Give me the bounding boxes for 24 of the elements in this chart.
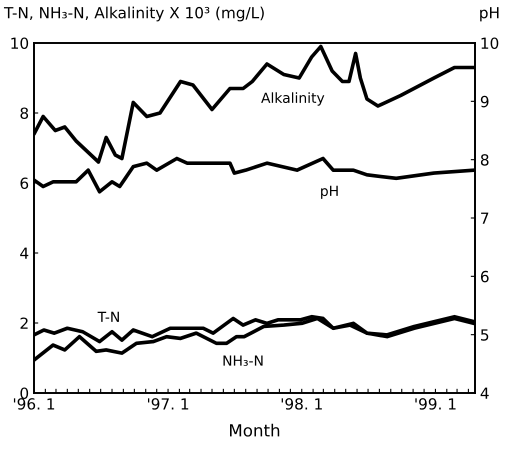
y-axis-title: T-N, NH₃-N, Alkalinity X 10³ (mg/L) <box>4 6 264 22</box>
series-label: NH₃-N <box>223 356 263 366</box>
y2-tick-label: 4 <box>480 388 489 399</box>
series-label: Alkalinity <box>261 92 324 106</box>
y-tick-label: 10 <box>11 37 28 50</box>
series-label: T-N <box>98 312 119 322</box>
y2-tick-label: 10 <box>482 37 498 50</box>
y2-tick-label: 9 <box>480 96 489 108</box>
y2-axis-title: pH <box>480 7 498 22</box>
y-tick-label: 4 <box>20 248 28 259</box>
y-tick-label: 0 <box>20 387 28 400</box>
x-tick-label: '98. 1 <box>282 398 322 410</box>
x-tick-label: '96. 1 <box>14 398 54 410</box>
x-axis-title: Month <box>230 424 280 437</box>
x-tick-label: '97. 1 <box>148 398 188 410</box>
series-label: pH <box>321 186 338 199</box>
y-tick-label: 8 <box>20 107 28 120</box>
y-tick-label: 2 <box>20 317 28 329</box>
y2-tick-label: 6 <box>480 270 489 282</box>
y2-tick-label: 8 <box>480 154 489 166</box>
y-tick-label: 6 <box>20 177 28 190</box>
y2-tick-label: 7 <box>481 212 488 224</box>
x-tick-label: '99. 1 <box>415 398 456 410</box>
y2-tick-label: 5 <box>481 329 488 341</box>
